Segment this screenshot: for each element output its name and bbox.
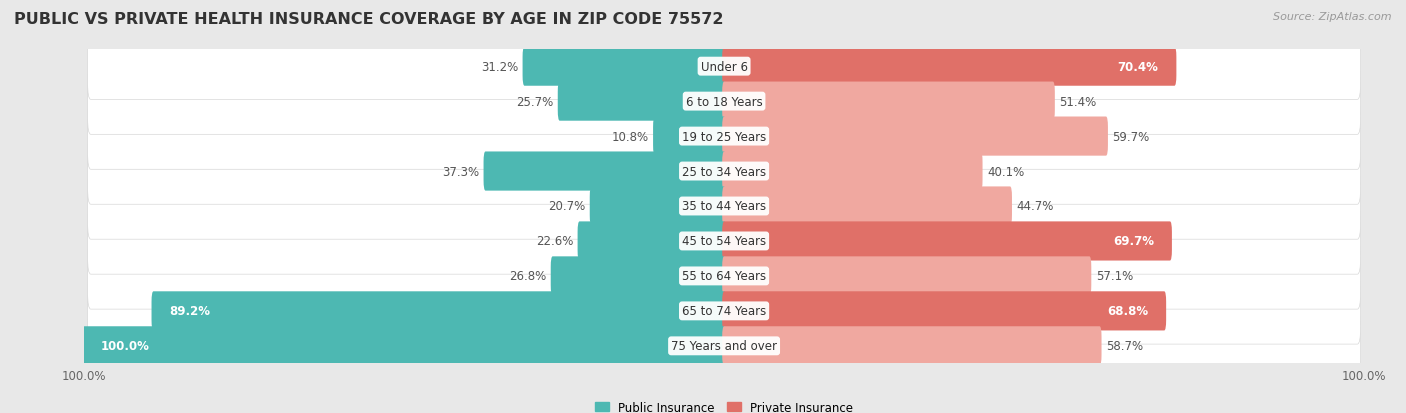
FancyBboxPatch shape xyxy=(523,47,725,87)
FancyBboxPatch shape xyxy=(87,278,1361,344)
Text: PUBLIC VS PRIVATE HEALTH INSURANCE COVERAGE BY AGE IN ZIP CODE 75572: PUBLIC VS PRIVATE HEALTH INSURANCE COVER… xyxy=(14,12,724,27)
FancyBboxPatch shape xyxy=(723,257,1091,296)
FancyBboxPatch shape xyxy=(87,138,1361,205)
FancyBboxPatch shape xyxy=(87,243,1361,309)
Text: 44.7%: 44.7% xyxy=(1017,200,1054,213)
FancyBboxPatch shape xyxy=(723,292,1166,331)
FancyBboxPatch shape xyxy=(87,173,1361,240)
Text: 65 to 74 Years: 65 to 74 Years xyxy=(682,305,766,318)
FancyBboxPatch shape xyxy=(652,117,725,156)
Text: 10.8%: 10.8% xyxy=(612,130,648,143)
FancyBboxPatch shape xyxy=(723,47,1177,87)
Text: 25.7%: 25.7% xyxy=(516,95,554,108)
Text: 26.8%: 26.8% xyxy=(509,270,547,283)
FancyBboxPatch shape xyxy=(723,152,983,191)
Text: 45 to 54 Years: 45 to 54 Years xyxy=(682,235,766,248)
FancyBboxPatch shape xyxy=(723,117,1108,156)
Text: 51.4%: 51.4% xyxy=(1059,95,1097,108)
Text: 100.0%: 100.0% xyxy=(100,339,149,352)
Text: 59.7%: 59.7% xyxy=(1112,130,1150,143)
Text: Source: ZipAtlas.com: Source: ZipAtlas.com xyxy=(1274,12,1392,22)
Text: 58.7%: 58.7% xyxy=(1107,339,1143,352)
FancyBboxPatch shape xyxy=(484,152,725,191)
Text: 37.3%: 37.3% xyxy=(441,165,479,178)
Text: 68.8%: 68.8% xyxy=(1107,305,1149,318)
FancyBboxPatch shape xyxy=(152,292,725,331)
Text: Under 6: Under 6 xyxy=(700,61,748,74)
Text: 75 Years and over: 75 Years and over xyxy=(671,339,778,352)
Text: 22.6%: 22.6% xyxy=(536,235,574,248)
FancyBboxPatch shape xyxy=(578,222,725,261)
FancyBboxPatch shape xyxy=(723,187,1012,226)
Text: 35 to 44 Years: 35 to 44 Years xyxy=(682,200,766,213)
FancyBboxPatch shape xyxy=(723,222,1173,261)
FancyBboxPatch shape xyxy=(87,313,1361,379)
Text: 19 to 25 Years: 19 to 25 Years xyxy=(682,130,766,143)
Text: 31.2%: 31.2% xyxy=(481,61,517,74)
Text: 57.1%: 57.1% xyxy=(1095,270,1133,283)
Text: 69.7%: 69.7% xyxy=(1114,235,1154,248)
Text: 55 to 64 Years: 55 to 64 Years xyxy=(682,270,766,283)
FancyBboxPatch shape xyxy=(589,187,725,226)
FancyBboxPatch shape xyxy=(87,208,1361,275)
FancyBboxPatch shape xyxy=(723,326,1101,366)
FancyBboxPatch shape xyxy=(87,104,1361,170)
Text: 70.4%: 70.4% xyxy=(1118,61,1159,74)
FancyBboxPatch shape xyxy=(87,69,1361,135)
Text: 40.1%: 40.1% xyxy=(987,165,1024,178)
Text: 20.7%: 20.7% xyxy=(548,200,585,213)
FancyBboxPatch shape xyxy=(723,82,1054,121)
Legend: Public Insurance, Private Insurance: Public Insurance, Private Insurance xyxy=(595,401,853,413)
Text: 89.2%: 89.2% xyxy=(170,305,211,318)
FancyBboxPatch shape xyxy=(551,257,725,296)
Text: 6 to 18 Years: 6 to 18 Years xyxy=(686,95,762,108)
FancyBboxPatch shape xyxy=(83,326,725,366)
Text: 25 to 34 Years: 25 to 34 Years xyxy=(682,165,766,178)
FancyBboxPatch shape xyxy=(558,82,725,121)
FancyBboxPatch shape xyxy=(87,34,1361,100)
